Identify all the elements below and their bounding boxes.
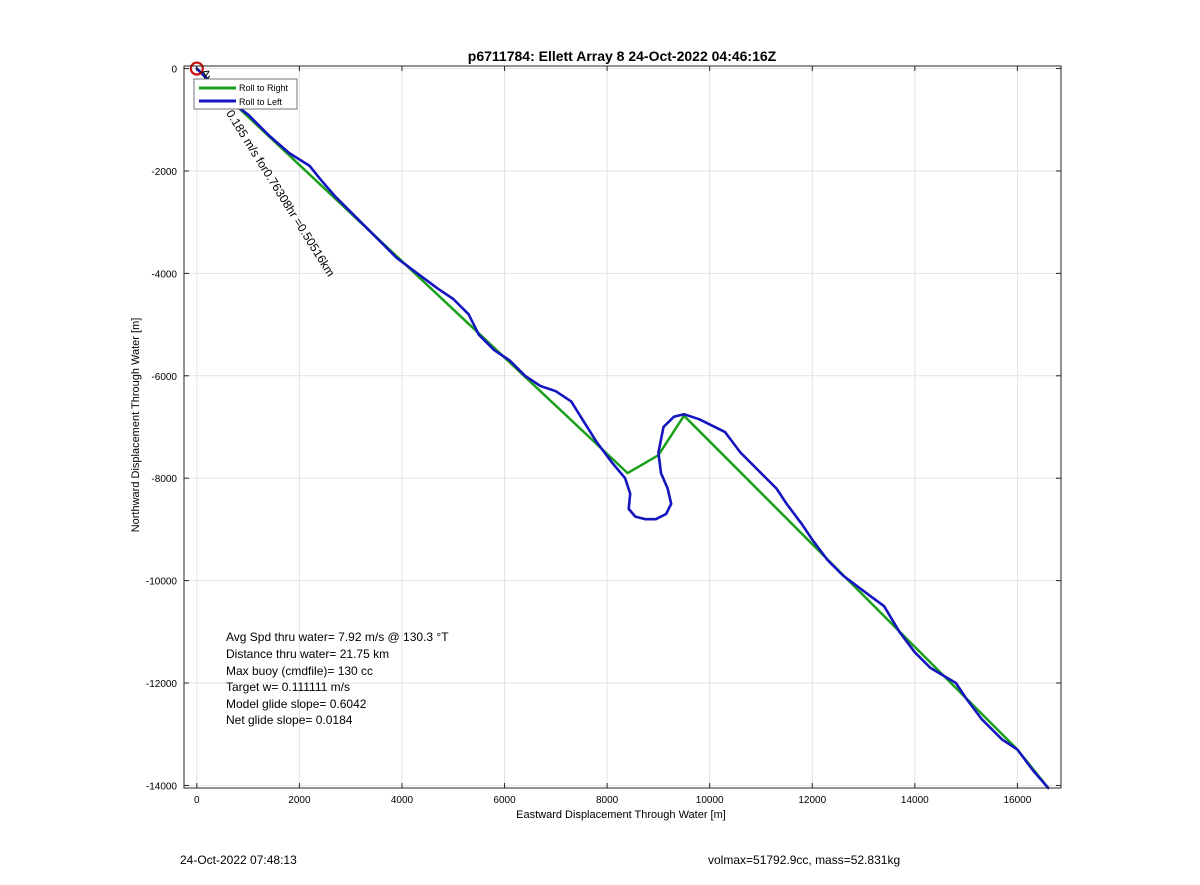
start-marker	[189, 61, 204, 76]
y-tick-label: 0	[171, 65, 177, 76]
legend-label-roll-left: Roll to Left	[239, 97, 283, 107]
y-tick-label: -2000	[151, 167, 177, 178]
legend: Roll to Right Roll to Left	[193, 78, 298, 110]
y-tick-label: -6000	[151, 372, 177, 383]
y-tick-label: -14000	[146, 781, 178, 792]
annotation-model-glide-slope: Model glide slope= 0.6042	[226, 697, 367, 711]
y-tick-label: -4000	[151, 269, 177, 280]
annotation-net-glide-slope: Net glide slope= 0.0184	[226, 713, 353, 727]
series-line-roll-left	[195, 67, 1050, 790]
chart-title: p6711784: Ellett Array 8 24-Oct-2022 04:…	[468, 48, 777, 64]
y-tick-label: -12000	[146, 679, 178, 690]
x-tick-label: 0	[194, 795, 200, 806]
x-tick-label: 4000	[391, 795, 414, 806]
series-layer	[189, 61, 1050, 790]
annotation-target-w: Target w= 0.111111 m/s	[226, 680, 350, 694]
x-tick-label: 10000	[696, 795, 724, 806]
x-tick-label: 16000	[1004, 795, 1032, 806]
annotation-avg-speed: Avg Spd thru water= 7.92 m/s @ 130.3 °T	[226, 630, 449, 644]
x-tick-label: 6000	[493, 795, 516, 806]
x-tick-label: 12000	[798, 795, 826, 806]
y-axis-label: Northward Displacement Through Water [m]	[130, 318, 142, 533]
legend-label-roll-right: Roll to Right	[239, 83, 289, 93]
x-axis-label: Eastward Displacement Through Water [m]	[516, 809, 726, 821]
annotation-distance: Distance thru water= 21.75 km	[226, 647, 389, 661]
annotation-block: Avg Spd thru water= 7.92 m/s @ 130.3 °T …	[226, 630, 449, 727]
y-tick-label: -8000	[151, 474, 177, 485]
y-tick-label: -10000	[146, 577, 178, 588]
annotation-max-buoy: Max buoy (cmdfile)= 130 cc	[226, 664, 373, 678]
x-tick-label: 8000	[596, 795, 619, 806]
plot-area: 0 2000 4000 6000 8000 10000 12000 14000 16000 0 -2…	[146, 61, 1062, 806]
footer-timestamp: 24-Oct-2022 07:48:13	[180, 853, 297, 867]
x-tick-label: 2000	[288, 795, 311, 806]
axes-frame	[183, 65, 1062, 789]
ticks: 0 2000 4000 6000 8000 10000 12000 14000 16000 0 -2…	[146, 65, 1061, 806]
x-tick-label: 14000	[901, 795, 929, 806]
footer-volmax-mass: volmax=51792.9cc, mass=52.831kg	[708, 853, 900, 867]
legend-box	[193, 78, 298, 110]
